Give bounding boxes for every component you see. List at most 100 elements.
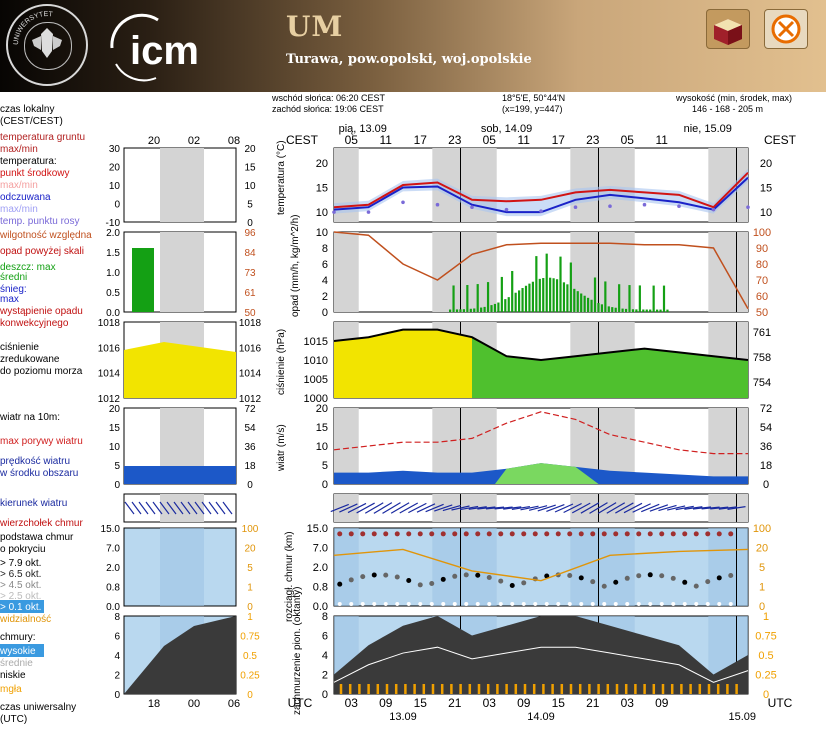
precip-bar xyxy=(549,277,552,312)
small-night-band xyxy=(160,232,204,312)
cloudbase-tick-left: 2.0 xyxy=(313,562,328,574)
date-label-bottom: 15.09 xyxy=(728,711,756,723)
precip-bar xyxy=(511,270,514,312)
precip-bar xyxy=(638,285,641,312)
cloud-base-point xyxy=(613,579,619,585)
small-rh-tick-left: 2.0 xyxy=(106,228,120,239)
precip-bar xyxy=(507,297,510,312)
cloud-base-point xyxy=(590,579,596,585)
wind-tick-right: 18 xyxy=(760,460,772,472)
local-hour-tick: 05 xyxy=(621,133,635,147)
small-cb-tick-left: 0.8 xyxy=(106,583,120,594)
night-band xyxy=(708,528,748,606)
small-wind-barb xyxy=(173,501,184,515)
small-temp-tick-left: 30 xyxy=(109,144,121,155)
cloud-top-point xyxy=(521,531,527,537)
cloud-low-point xyxy=(625,602,630,607)
cloud-low-point xyxy=(372,602,377,607)
precip-bar xyxy=(614,307,617,312)
night-band xyxy=(334,232,359,312)
dewpoint-point xyxy=(573,205,578,209)
small-cc-tick-right: 1 xyxy=(247,612,253,623)
cloud-low-point xyxy=(349,602,354,607)
precip-bar xyxy=(483,306,486,312)
small-wind-tick-right: 0 xyxy=(247,480,253,491)
open-box-button[interactable] xyxy=(706,9,750,49)
small-cc-tick-right: 0.5 xyxy=(243,651,257,662)
cloud-low-point xyxy=(682,602,687,607)
wind-barb xyxy=(571,502,591,514)
cloud-base-point xyxy=(383,572,389,578)
cloudcover-tick-left: 8 xyxy=(322,611,328,623)
wind-barb xyxy=(641,503,660,513)
cloudcover-tick-left: 2 xyxy=(322,670,328,682)
fog-bar xyxy=(560,684,564,694)
cloud-low-point xyxy=(360,602,365,607)
small-wind-barb xyxy=(208,501,219,515)
precip-bar xyxy=(531,281,534,312)
precip-bar xyxy=(466,285,469,312)
wind-barb xyxy=(727,506,746,510)
cloud-base-point xyxy=(521,580,527,586)
cloudcover-axis-label: zachmurzenie pion. (oktanty) xyxy=(292,587,303,715)
small-cb-tick-right: 20 xyxy=(244,544,256,555)
wind-barb xyxy=(477,506,496,510)
fog-bar xyxy=(551,684,554,694)
small-wind-barb xyxy=(222,501,233,515)
small-press-tick-left: 1016 xyxy=(98,343,121,354)
fog-bar xyxy=(542,684,545,694)
wind-barb xyxy=(615,502,634,514)
fog-bar xyxy=(440,684,444,694)
small-night-band xyxy=(160,148,204,222)
wind-barb xyxy=(606,502,626,514)
wind-barb xyxy=(339,503,358,513)
dewpoint-point xyxy=(470,205,474,209)
fog-bar xyxy=(578,684,582,694)
fog-bar xyxy=(597,684,600,694)
cloud-base-point xyxy=(394,574,400,580)
small-local-tick: 08 xyxy=(228,135,240,147)
cloudbase-tick-left: 15.0 xyxy=(307,523,328,535)
day-label-top: nie, 15.09 xyxy=(684,123,732,135)
wind-barb xyxy=(416,503,436,513)
legend-local-time: czas lokalny xyxy=(0,104,54,115)
legend-temp-mid: punkt środkowy xyxy=(0,168,69,179)
fog-bar xyxy=(726,684,729,694)
dewpoint-point xyxy=(504,207,509,212)
cloud-top-point xyxy=(440,531,446,537)
legend-pressure-3: do poziomu morza xyxy=(0,366,83,377)
close-button[interactable] xyxy=(764,9,808,49)
pressure-line xyxy=(333,328,749,362)
small-local-tick: 20 xyxy=(148,135,160,147)
cloud-low-point xyxy=(383,602,388,607)
small-press-tick-left: 1014 xyxy=(98,369,121,380)
cloudcover-tick-left: 4 xyxy=(322,650,328,662)
cloud-low-point xyxy=(406,602,411,607)
wind-barb xyxy=(434,504,453,512)
small-rh-tick-left: 1.5 xyxy=(106,248,120,259)
cloud-low-point xyxy=(441,602,446,607)
cloud-low-point xyxy=(337,602,342,607)
small-cb-tick-left: 2.0 xyxy=(106,563,120,574)
wind-barb xyxy=(390,502,410,514)
model-title: UM xyxy=(286,10,344,43)
cloud-low-point xyxy=(659,602,664,607)
precip-bar xyxy=(607,306,610,312)
small-press-tick-right: 1016 xyxy=(239,343,262,354)
small-wind-barb xyxy=(166,501,177,515)
cloud-top-point xyxy=(337,531,343,537)
wind-barb xyxy=(537,504,556,512)
precip-bar xyxy=(652,285,655,312)
cloud-top-point xyxy=(348,531,354,537)
small-cc-tick-left: 2 xyxy=(114,671,120,682)
dewpoint-point xyxy=(746,205,750,209)
small-wind-barb xyxy=(194,501,205,515)
wind-barb xyxy=(632,503,651,513)
cloud-base-point xyxy=(578,575,584,581)
legend-cover-3: > 2.5 okt. xyxy=(0,591,41,602)
legend-wind-speed: prędkość wiatru xyxy=(0,456,70,467)
precip-bar xyxy=(552,278,555,312)
fog-bar xyxy=(716,684,720,694)
wind-barb xyxy=(347,502,367,514)
fog-bar xyxy=(394,684,398,694)
